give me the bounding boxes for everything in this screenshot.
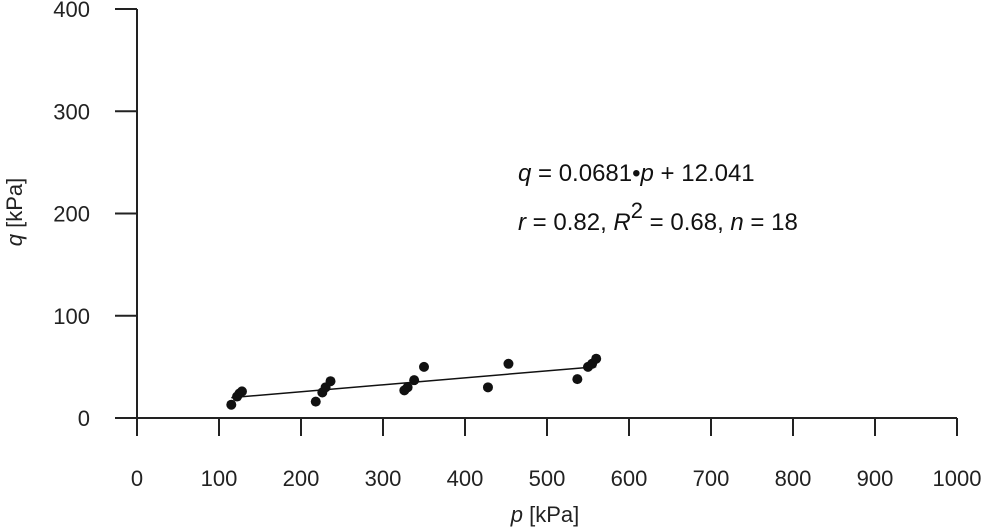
data-point (409, 375, 420, 386)
y-tick-label: 400 (53, 0, 90, 22)
data-point (226, 399, 237, 410)
y-axis-title: q [kPa] (2, 178, 27, 247)
x-tick-label: 1000 (933, 466, 982, 491)
data-point (572, 374, 583, 385)
data-point (591, 353, 602, 364)
y-tick-label: 200 (53, 202, 90, 227)
data-point (402, 382, 413, 393)
data-point (503, 358, 514, 369)
data-point (482, 382, 493, 393)
x-tick-label: 400 (447, 466, 484, 491)
y-tick-label: 100 (53, 304, 90, 329)
regression-statistics: r = 0.82, R2 = 0.68, n = 18 (518, 198, 798, 236)
data-points (226, 353, 602, 410)
regression-equation: q = 0.0681•p + 12.041 (518, 160, 755, 187)
x-axis-title: p [kPa] (510, 502, 580, 527)
x-tick-label: 0 (131, 466, 143, 491)
x-tick-label: 900 (857, 466, 894, 491)
x-axis-ticks: 0 100 200 300 400 500 600 700 800 900 1000 (131, 418, 982, 491)
x-tick-label: 800 (775, 466, 812, 491)
data-point (419, 361, 429, 372)
x-tick-label: 300 (365, 466, 402, 491)
data-point (236, 386, 247, 397)
y-tick-label: 300 (53, 99, 90, 124)
x-tick-label: 200 (283, 466, 320, 491)
data-point (310, 396, 321, 407)
x-tick-label: 600 (611, 466, 648, 491)
y-axis-ticks: 0 100 200 300 400 (53, 0, 137, 431)
y-tick-label: 0 (78, 406, 90, 431)
x-tick-label: 500 (529, 466, 566, 491)
x-tick-label: 100 (201, 466, 238, 491)
x-tick-label: 700 (693, 466, 730, 491)
data-point (325, 376, 336, 387)
